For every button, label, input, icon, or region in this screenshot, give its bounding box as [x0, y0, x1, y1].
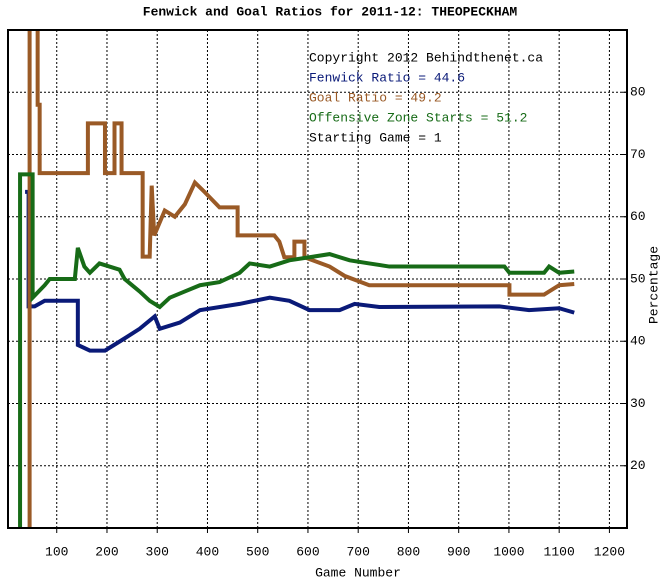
x-tick-label: 800 [397, 544, 420, 559]
annotation: Copyright 2012 Behindthenet.ca [309, 50, 543, 65]
y-tick-label: 30 [630, 396, 646, 411]
legend-entry: Goal Ratio = 49.2 [309, 90, 442, 105]
y-tick-label: 80 [630, 85, 646, 100]
y-axis-label: Percentage [646, 246, 661, 324]
series-line [18, 172, 575, 528]
series-line [25, 189, 575, 353]
x-tick-label: 1000 [493, 544, 524, 559]
chart-title: Fenwick and Goal Ratios for 2011-12: THE… [143, 4, 518, 19]
x-tick-label: 700 [346, 544, 369, 559]
lines [18, 30, 575, 528]
y-tick-label: 40 [630, 334, 646, 349]
x-tick-label: 900 [447, 544, 470, 559]
x-tick-label: 1200 [594, 544, 625, 559]
x-tick-label: 400 [196, 544, 219, 559]
x-tick-label: 500 [246, 544, 269, 559]
x-tick-label: 300 [146, 544, 169, 559]
y-tick-label: 70 [630, 147, 646, 162]
legend-entry: Offensive Zone Starts = 51.2 [309, 110, 527, 125]
x-tick-label: 100 [45, 544, 68, 559]
annotation: Starting Game = 1 [309, 130, 442, 145]
y-tick-label: 60 [630, 209, 646, 224]
x-tick-label: 600 [296, 544, 319, 559]
grid [8, 30, 627, 533]
legend-entry: Fenwick Ratio = 44.6 [309, 70, 465, 85]
y-tick-label: 20 [630, 458, 646, 473]
plot-frame [7, 29, 628, 529]
x-tick-label: 200 [95, 544, 118, 559]
x-tick-label: 1100 [544, 544, 575, 559]
y-tick-label: 50 [630, 271, 646, 286]
series-line [27, 30, 575, 528]
x-axis-label: Game Number [315, 565, 401, 580]
